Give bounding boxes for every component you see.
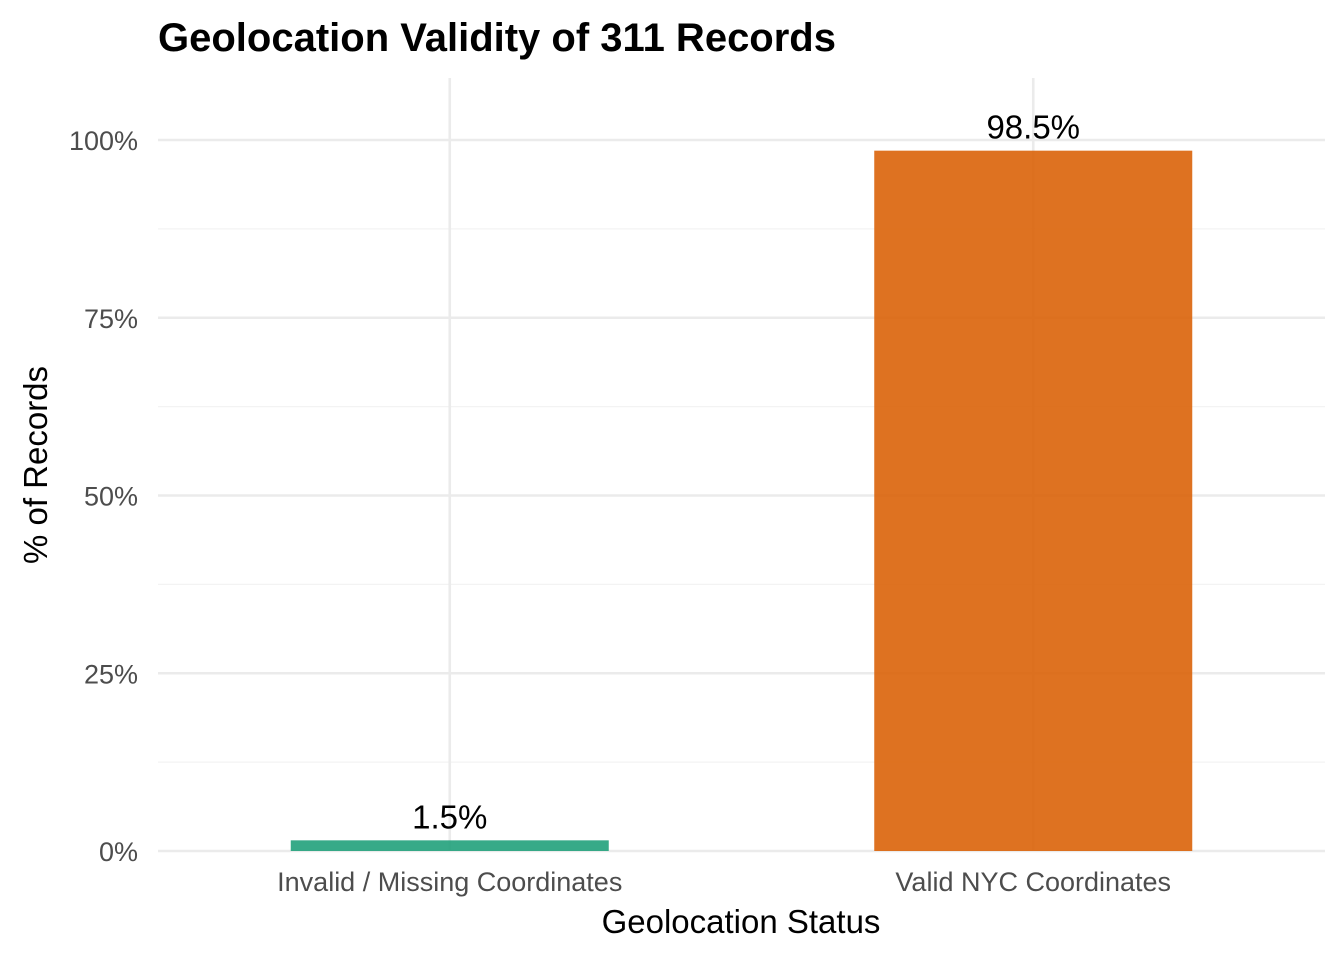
y-tick-label: 0% [99,837,138,867]
y-tick-label: 75% [84,304,138,334]
y-tick-label: 100% [69,126,138,156]
data-labels: 1.5% 98.5% [412,109,1080,836]
bar [290,840,609,851]
bar-value-label: 1.5% [412,798,487,835]
chart-title: Geolocation Validity of 311 Records [158,16,836,60]
y-tick-label: 25% [84,659,138,689]
bar-value-label: 98.5% [986,109,1080,146]
y-axis-ticks: 0% 25% 50% 75% 100% [69,126,138,867]
x-tick-label: Invalid / Missing Coordinates [277,867,622,897]
y-tick-label: 50% [84,482,138,512]
x-axis-title: Geolocation Status [602,903,881,940]
bars [290,150,1193,852]
bar [874,150,1193,852]
x-axis-ticks: Invalid / Missing Coordinates Valid NYC C… [277,867,1171,897]
x-tick-label: Valid NYC Coordinates [895,867,1171,897]
y-axis-title: % of Records [17,366,54,564]
